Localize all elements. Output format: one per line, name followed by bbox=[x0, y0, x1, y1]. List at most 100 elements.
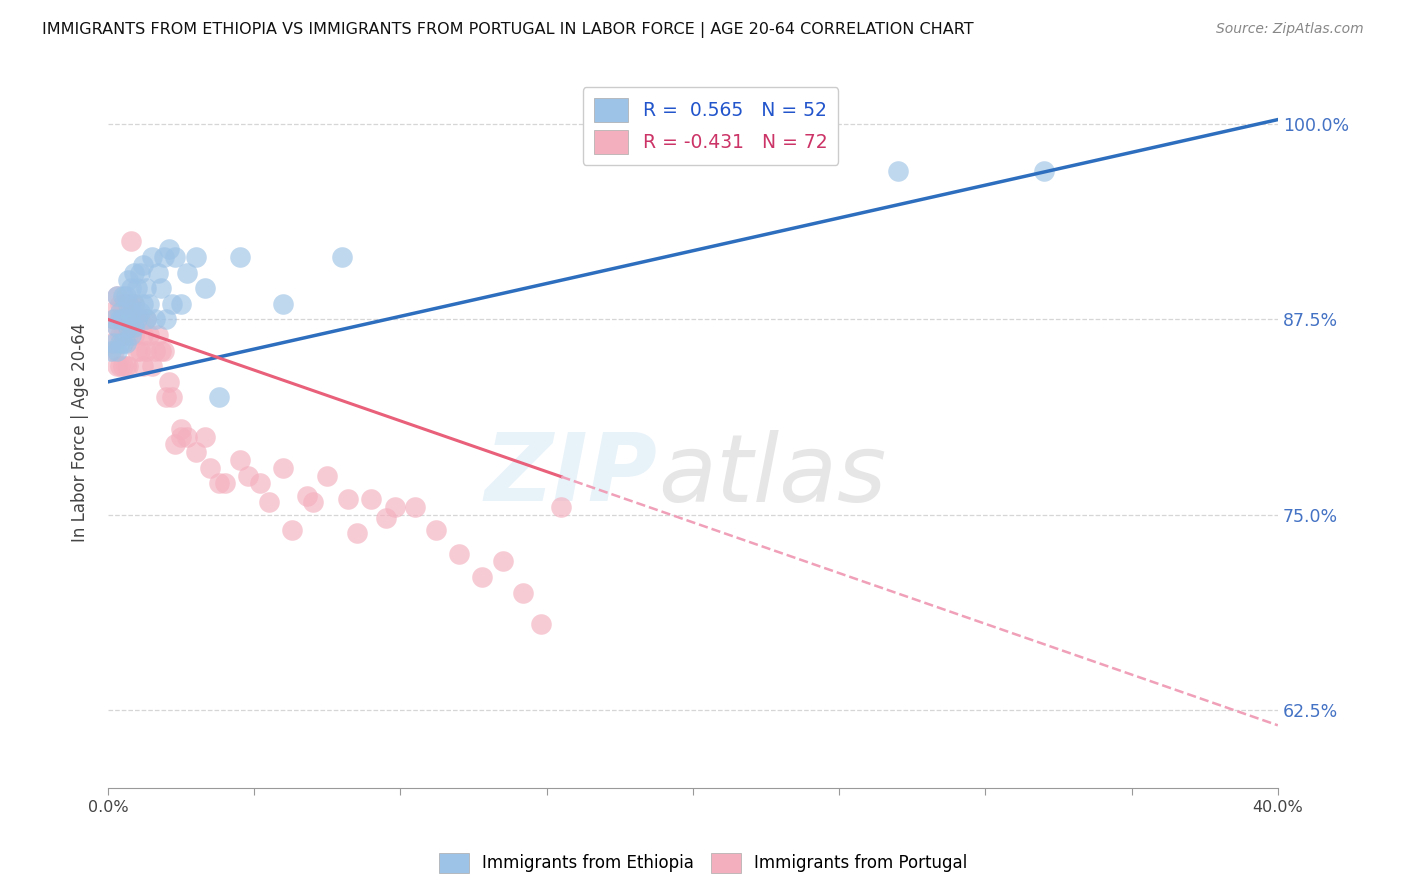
Point bbox=[550, 500, 572, 514]
Point bbox=[100, 335, 122, 350]
Point bbox=[120, 297, 142, 311]
Point bbox=[108, 335, 131, 350]
Point bbox=[105, 359, 128, 374]
Point bbox=[138, 297, 160, 311]
Point bbox=[176, 266, 198, 280]
Point bbox=[105, 289, 128, 303]
Point bbox=[886, 164, 908, 178]
Point bbox=[135, 312, 157, 326]
Point bbox=[117, 273, 139, 287]
Point bbox=[530, 616, 553, 631]
Point bbox=[157, 375, 180, 389]
Point bbox=[127, 312, 149, 326]
Point bbox=[374, 510, 396, 524]
Point bbox=[132, 359, 155, 374]
Point bbox=[135, 281, 157, 295]
Point bbox=[124, 297, 146, 311]
Point bbox=[149, 281, 172, 295]
Point bbox=[425, 523, 447, 537]
Point bbox=[108, 328, 131, 343]
Point bbox=[111, 312, 134, 326]
Point bbox=[404, 500, 426, 514]
Point bbox=[114, 312, 136, 326]
Point bbox=[384, 500, 406, 514]
Point bbox=[127, 312, 149, 326]
Point bbox=[124, 328, 146, 343]
Point bbox=[114, 335, 136, 350]
Point bbox=[360, 491, 382, 506]
Point bbox=[108, 304, 131, 318]
Point bbox=[146, 266, 169, 280]
Point bbox=[1032, 164, 1054, 178]
Text: atlas: atlas bbox=[658, 430, 886, 521]
Point bbox=[471, 570, 494, 584]
Point bbox=[108, 297, 131, 311]
Point bbox=[165, 437, 187, 451]
Point bbox=[105, 320, 128, 334]
Point bbox=[120, 328, 142, 343]
Point bbox=[120, 304, 142, 318]
Point bbox=[117, 328, 139, 343]
Point bbox=[176, 429, 198, 443]
Point bbox=[117, 297, 139, 311]
Point bbox=[120, 235, 142, 249]
Point bbox=[117, 320, 139, 334]
Point bbox=[129, 304, 152, 318]
Point bbox=[111, 289, 134, 303]
Point bbox=[228, 453, 250, 467]
Point bbox=[170, 429, 193, 443]
Point bbox=[111, 328, 134, 343]
Point bbox=[105, 343, 128, 358]
Point bbox=[124, 320, 146, 334]
Point bbox=[200, 460, 222, 475]
Point bbox=[492, 554, 515, 568]
Point bbox=[129, 343, 152, 358]
Point bbox=[129, 266, 152, 280]
Point bbox=[111, 335, 134, 350]
Point bbox=[105, 289, 128, 303]
Point bbox=[108, 312, 131, 326]
Point bbox=[208, 391, 231, 405]
Point bbox=[100, 304, 122, 318]
Point bbox=[108, 359, 131, 374]
Point bbox=[193, 281, 215, 295]
Point bbox=[135, 343, 157, 358]
Point bbox=[105, 320, 128, 334]
Point bbox=[152, 343, 174, 358]
Point bbox=[208, 476, 231, 491]
Point bbox=[273, 297, 295, 311]
Point bbox=[129, 312, 152, 326]
Legend: Immigrants from Ethiopia, Immigrants from Portugal: Immigrants from Ethiopia, Immigrants fro… bbox=[432, 847, 974, 880]
Text: ZIP: ZIP bbox=[485, 429, 658, 521]
Point bbox=[170, 422, 193, 436]
Point bbox=[273, 460, 295, 475]
Y-axis label: In Labor Force | Age 20-64: In Labor Force | Age 20-64 bbox=[72, 323, 89, 542]
Text: IMMIGRANTS FROM ETHIOPIA VS IMMIGRANTS FROM PORTUGAL IN LABOR FORCE | AGE 20-64 : IMMIGRANTS FROM ETHIOPIA VS IMMIGRANTS F… bbox=[42, 22, 974, 38]
Point bbox=[103, 312, 125, 326]
Point bbox=[127, 343, 149, 358]
Point bbox=[100, 343, 122, 358]
Point bbox=[143, 312, 166, 326]
Point bbox=[111, 297, 134, 311]
Point bbox=[238, 468, 260, 483]
Point bbox=[138, 328, 160, 343]
Point bbox=[114, 297, 136, 311]
Point bbox=[184, 445, 207, 459]
Point bbox=[117, 297, 139, 311]
Point bbox=[120, 281, 142, 295]
Point bbox=[127, 281, 149, 295]
Point bbox=[512, 585, 534, 599]
Point bbox=[214, 476, 236, 491]
Point bbox=[281, 523, 304, 537]
Point bbox=[124, 297, 146, 311]
Point bbox=[301, 495, 323, 509]
Point bbox=[149, 343, 172, 358]
Point bbox=[120, 320, 142, 334]
Point bbox=[193, 429, 215, 443]
Point bbox=[336, 491, 359, 506]
Point bbox=[295, 489, 318, 503]
Point bbox=[155, 391, 177, 405]
Point bbox=[184, 250, 207, 264]
Point bbox=[143, 343, 166, 358]
Point bbox=[141, 250, 163, 264]
